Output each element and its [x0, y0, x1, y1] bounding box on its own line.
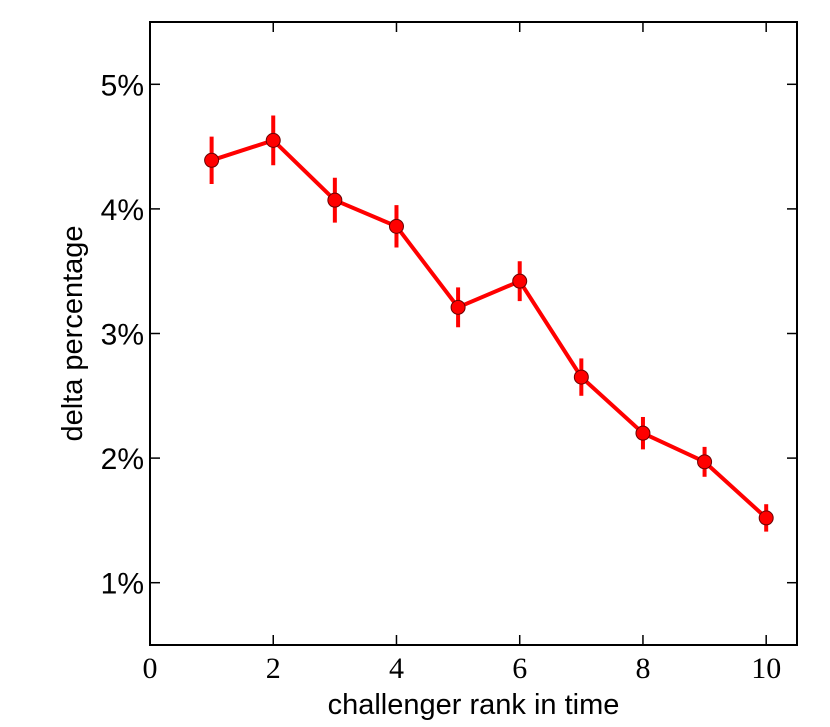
data-point: [265, 132, 281, 148]
data-point: [512, 273, 528, 289]
data-point: [758, 510, 774, 526]
y-tick-label: 2%: [101, 443, 144, 476]
data-point: [204, 152, 220, 168]
x-tick-label: 6: [512, 652, 527, 685]
y-axis: 1% 2% 3% 4% 5%: [101, 69, 797, 601]
x-axis-label: challenger rank in time: [328, 689, 620, 721]
plot-frame: [149, 21, 798, 646]
y-tick-label: 3%: [101, 319, 144, 352]
x-axis: 0 2 4 6 8 10: [143, 22, 781, 685]
y-tick-label: 1%: [101, 568, 144, 601]
data-point: [573, 369, 589, 385]
x-tick-label: 4: [389, 652, 404, 685]
y-tick-label: 4%: [101, 194, 144, 227]
y-axis-label: delta percentage: [57, 225, 89, 441]
y-tick-label: 5%: [101, 69, 144, 102]
data-point: [388, 218, 404, 234]
chart-marks: [204, 115, 774, 532]
x-tick-label: 8: [635, 652, 650, 685]
series-line: [211, 138, 768, 520]
x-tick-label: 10: [751, 652, 781, 685]
data-point: [697, 454, 713, 470]
data-point: [327, 192, 343, 208]
x-tick-label: 0: [143, 652, 158, 685]
data-point: [450, 299, 466, 315]
x-tick-label: 2: [266, 652, 281, 685]
data-point: [635, 425, 651, 441]
